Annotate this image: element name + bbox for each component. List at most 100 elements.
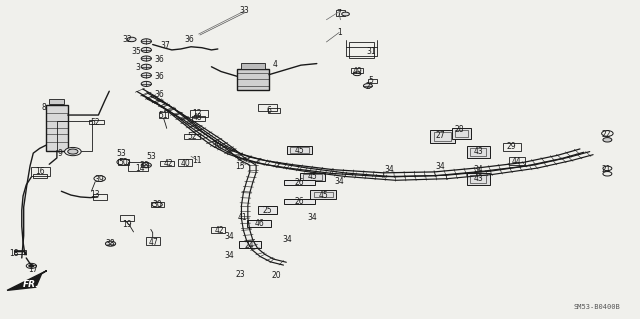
Bar <box>349 42 374 57</box>
Bar <box>241 63 265 69</box>
Text: 38: 38 <box>106 239 115 248</box>
Bar <box>237 69 269 90</box>
Text: 3: 3 <box>136 63 140 72</box>
Text: 15: 15 <box>236 162 245 171</box>
Text: 34: 34 <box>435 162 445 171</box>
Circle shape <box>603 137 612 142</box>
Bar <box>467 145 490 158</box>
Bar <box>284 198 315 204</box>
Bar <box>300 173 325 182</box>
Polygon shape <box>7 271 47 290</box>
Bar <box>184 134 200 139</box>
Bar <box>128 162 148 171</box>
Circle shape <box>29 265 34 267</box>
Text: 42: 42 <box>163 159 173 168</box>
Bar <box>431 130 455 143</box>
Text: 5: 5 <box>369 76 374 85</box>
Circle shape <box>141 64 152 69</box>
Bar <box>509 157 525 165</box>
Bar <box>189 110 207 117</box>
Bar <box>470 148 486 156</box>
Text: 12: 12 <box>193 109 202 118</box>
Text: 34: 34 <box>384 165 394 174</box>
Bar <box>303 174 322 180</box>
Text: 8: 8 <box>42 103 47 112</box>
Bar <box>49 99 65 104</box>
Text: 36: 36 <box>154 72 164 81</box>
Text: 13: 13 <box>90 190 100 199</box>
Text: 45: 45 <box>307 173 317 182</box>
Text: 48: 48 <box>193 113 202 122</box>
Circle shape <box>141 81 152 86</box>
Text: 53: 53 <box>116 149 125 158</box>
Bar <box>258 104 277 111</box>
Bar <box>14 250 26 254</box>
Text: 47: 47 <box>149 238 159 247</box>
Bar <box>314 192 333 197</box>
Text: 34: 34 <box>282 235 292 244</box>
Bar <box>31 167 50 176</box>
Text: 25: 25 <box>263 206 273 215</box>
Bar <box>88 120 104 124</box>
Bar <box>46 105 68 151</box>
Circle shape <box>364 84 372 88</box>
Text: 44: 44 <box>512 157 522 166</box>
Text: 34: 34 <box>225 232 234 241</box>
Text: 1: 1 <box>337 28 342 37</box>
Text: 16: 16 <box>35 167 45 176</box>
Bar <box>159 112 168 118</box>
Text: 2: 2 <box>365 82 371 91</box>
Text: 6: 6 <box>266 106 271 115</box>
Bar <box>467 173 490 185</box>
Text: 42: 42 <box>214 226 224 234</box>
Text: 45: 45 <box>318 190 328 200</box>
Bar <box>93 194 107 200</box>
Text: 38: 38 <box>140 161 149 170</box>
Bar <box>284 180 315 185</box>
Bar <box>118 159 129 165</box>
Text: 49: 49 <box>352 67 362 76</box>
Bar <box>287 145 312 154</box>
Text: SM53-B0400B: SM53-B0400B <box>573 304 620 310</box>
Text: 19: 19 <box>122 220 132 229</box>
Bar <box>239 241 261 248</box>
Text: 7: 7 <box>337 9 342 18</box>
Bar <box>211 227 225 233</box>
Text: 36: 36 <box>154 55 164 64</box>
Text: 53: 53 <box>146 152 156 161</box>
Bar <box>247 219 271 226</box>
Text: 10: 10 <box>212 141 221 150</box>
Text: 34: 34 <box>225 251 234 260</box>
Bar <box>351 68 363 73</box>
Text: 17: 17 <box>28 264 37 274</box>
Text: 21: 21 <box>602 165 611 174</box>
Text: 18: 18 <box>9 249 18 258</box>
Bar <box>120 215 134 221</box>
Bar <box>310 190 336 199</box>
Bar <box>192 116 205 122</box>
Text: 52: 52 <box>90 117 100 127</box>
Bar <box>452 128 471 139</box>
Text: 51: 51 <box>159 111 168 120</box>
Text: 14: 14 <box>135 164 145 173</box>
Text: 34: 34 <box>474 165 483 174</box>
Bar <box>290 147 309 153</box>
Text: 36: 36 <box>184 35 194 44</box>
Bar <box>57 121 92 151</box>
Text: 32: 32 <box>122 35 132 44</box>
Text: 33: 33 <box>240 6 250 15</box>
Text: 34: 34 <box>334 177 344 186</box>
Text: 29: 29 <box>507 142 516 151</box>
Bar <box>434 132 451 141</box>
Circle shape <box>141 48 152 52</box>
Bar <box>160 161 173 166</box>
Text: 9: 9 <box>57 149 62 158</box>
Text: 26: 26 <box>295 178 305 187</box>
Text: 20: 20 <box>272 271 282 280</box>
Bar <box>268 108 280 113</box>
Text: 46: 46 <box>255 219 264 228</box>
Bar <box>502 143 520 151</box>
Circle shape <box>141 39 152 44</box>
Text: 43: 43 <box>474 147 483 156</box>
Circle shape <box>127 37 136 42</box>
